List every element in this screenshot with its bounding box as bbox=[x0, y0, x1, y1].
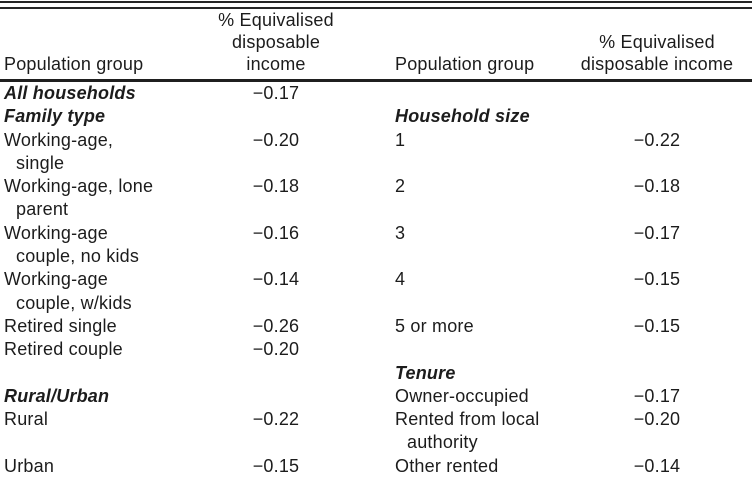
population-group-cell bbox=[352, 338, 562, 361]
income-value-cell: −0.15 bbox=[633, 315, 681, 336]
section-label: Tenure bbox=[395, 362, 456, 383]
population-group-cell: Rented from local authority bbox=[352, 408, 562, 455]
table-row: Working-age, single −0.20 1 −0.22 bbox=[0, 129, 752, 176]
income-value-cell: −0.15 bbox=[633, 269, 681, 290]
income-value-cell bbox=[200, 362, 352, 385]
income-value-cell: −0.20 bbox=[252, 339, 300, 360]
population-group-cell: Retired single bbox=[0, 315, 200, 338]
section-label: Household size bbox=[395, 106, 530, 127]
population-group-cell bbox=[0, 362, 200, 385]
row-label: 2 bbox=[395, 176, 406, 197]
income-value-cell: −0.22 bbox=[633, 129, 681, 150]
income-value-cell: −0.20 bbox=[633, 409, 681, 430]
population-group-cell: Other rented bbox=[352, 455, 562, 478]
header-population-group-left: Population group bbox=[0, 9, 200, 82]
row-label: Owner-occupied bbox=[395, 385, 529, 406]
population-group-cell: 2 bbox=[352, 175, 562, 222]
income-value-cell: −0.20 bbox=[252, 129, 300, 150]
population-group-cell: Household size bbox=[352, 105, 562, 128]
population-group-cell: Working-age couple, w/kids bbox=[0, 268, 200, 315]
income-value-cell bbox=[200, 105, 352, 128]
table-row: Working-age, lone parent −0.18 2 −0.18 bbox=[0, 175, 752, 222]
population-group-cell: Retired couple bbox=[0, 338, 200, 361]
income-value-cell bbox=[200, 385, 352, 408]
income-value-cell: −0.18 bbox=[252, 176, 300, 197]
header-income-right: % Equivalised disposable income bbox=[562, 9, 752, 82]
table-row: Working-age couple, w/kids −0.14 4 −0.15 bbox=[0, 268, 752, 315]
population-group-cell: 5 or more bbox=[352, 315, 562, 338]
population-group-cell: 3 bbox=[352, 222, 562, 269]
row-label: Working-age, lone parent bbox=[4, 176, 154, 220]
income-value-cell: −0.14 bbox=[252, 269, 300, 290]
population-group-cell: 4 bbox=[352, 268, 562, 315]
income-by-population-table: Population group % Equivalised disposabl… bbox=[0, 9, 752, 478]
row-label: 4 bbox=[395, 269, 406, 290]
population-group-cell: Tenure bbox=[352, 362, 562, 385]
table-header: Population group % Equivalised disposabl… bbox=[0, 9, 752, 82]
income-value-cell: −0.18 bbox=[633, 176, 681, 197]
population-group-cell: 1 bbox=[352, 129, 562, 176]
population-group-cell: Working-age couple, no kids bbox=[0, 222, 200, 269]
row-label: All households bbox=[4, 83, 136, 103]
population-group-cell: Urban bbox=[0, 455, 200, 478]
row-label: Other rented bbox=[395, 455, 499, 476]
row-label: Rural bbox=[4, 409, 49, 430]
table-row: All households −0.17 bbox=[0, 81, 752, 106]
table-body: All households −0.17 Family type Househo… bbox=[0, 81, 752, 479]
income-value-cell bbox=[562, 362, 752, 385]
row-label: Retired couple bbox=[4, 339, 123, 360]
row-label: Working-age, single bbox=[4, 129, 114, 173]
section-label: Family type bbox=[4, 106, 106, 127]
income-value-cell bbox=[562, 81, 752, 106]
income-value-cell: −0.17 bbox=[633, 222, 681, 243]
table-top-rule bbox=[0, 1, 752, 9]
income-value-cell bbox=[562, 105, 752, 128]
table-row: Retired single −0.26 5 or more −0.15 bbox=[0, 315, 752, 338]
header-row: Population group % Equivalised disposabl… bbox=[0, 9, 752, 82]
row-label: Working-age couple, w/kids bbox=[4, 269, 132, 313]
income-value-cell: −0.16 bbox=[252, 222, 300, 243]
table-row: Rural −0.22 Rented from local authority … bbox=[0, 408, 752, 455]
population-group-cell: Working-age, single bbox=[0, 129, 200, 176]
row-label: Urban bbox=[4, 455, 55, 476]
row-label: 1 bbox=[395, 129, 406, 150]
table-row: Urban −0.15 Other rented −0.14 bbox=[0, 455, 752, 478]
row-label: Working-age couple, no kids bbox=[4, 222, 140, 267]
income-value-cell: −0.26 bbox=[252, 315, 300, 336]
population-group-cell: Rural/Urban bbox=[0, 385, 200, 408]
row-label: Retired single bbox=[4, 315, 117, 336]
income-value-cell: −0.15 bbox=[252, 455, 300, 476]
population-group-cell: Working-age, lone parent bbox=[0, 175, 200, 222]
header-population-group-right: Population group bbox=[352, 9, 562, 82]
population-group-cell: All households bbox=[0, 81, 200, 106]
table-row: Working-age couple, no kids −0.16 3 −0.1… bbox=[0, 222, 752, 269]
population-group-cell: Family type bbox=[0, 105, 200, 128]
income-value-cell: −0.17 bbox=[252, 83, 300, 103]
income-value-cell: −0.22 bbox=[252, 409, 300, 430]
row-label: 5 or more bbox=[395, 315, 474, 336]
population-group-cell: Rural bbox=[0, 408, 200, 455]
row-label: 3 bbox=[395, 222, 406, 243]
income-value-cell: −0.17 bbox=[633, 385, 681, 406]
row-label: Rented from local authority bbox=[395, 409, 540, 453]
table-row: Rural/Urban Owner-occupied −0.17 bbox=[0, 385, 752, 408]
income-value-cell: −0.14 bbox=[633, 455, 681, 476]
population-group-cell bbox=[352, 81, 562, 106]
table-row: Family type Household size bbox=[0, 105, 752, 128]
table-row: Tenure bbox=[0, 362, 752, 385]
header-income-left: % Equivalised disposable income bbox=[200, 9, 352, 82]
population-group-cell: Owner-occupied bbox=[352, 385, 562, 408]
section-label: Rural/Urban bbox=[4, 385, 110, 406]
income-value-cell bbox=[562, 338, 752, 361]
table-row: Retired couple −0.20 bbox=[0, 338, 752, 361]
